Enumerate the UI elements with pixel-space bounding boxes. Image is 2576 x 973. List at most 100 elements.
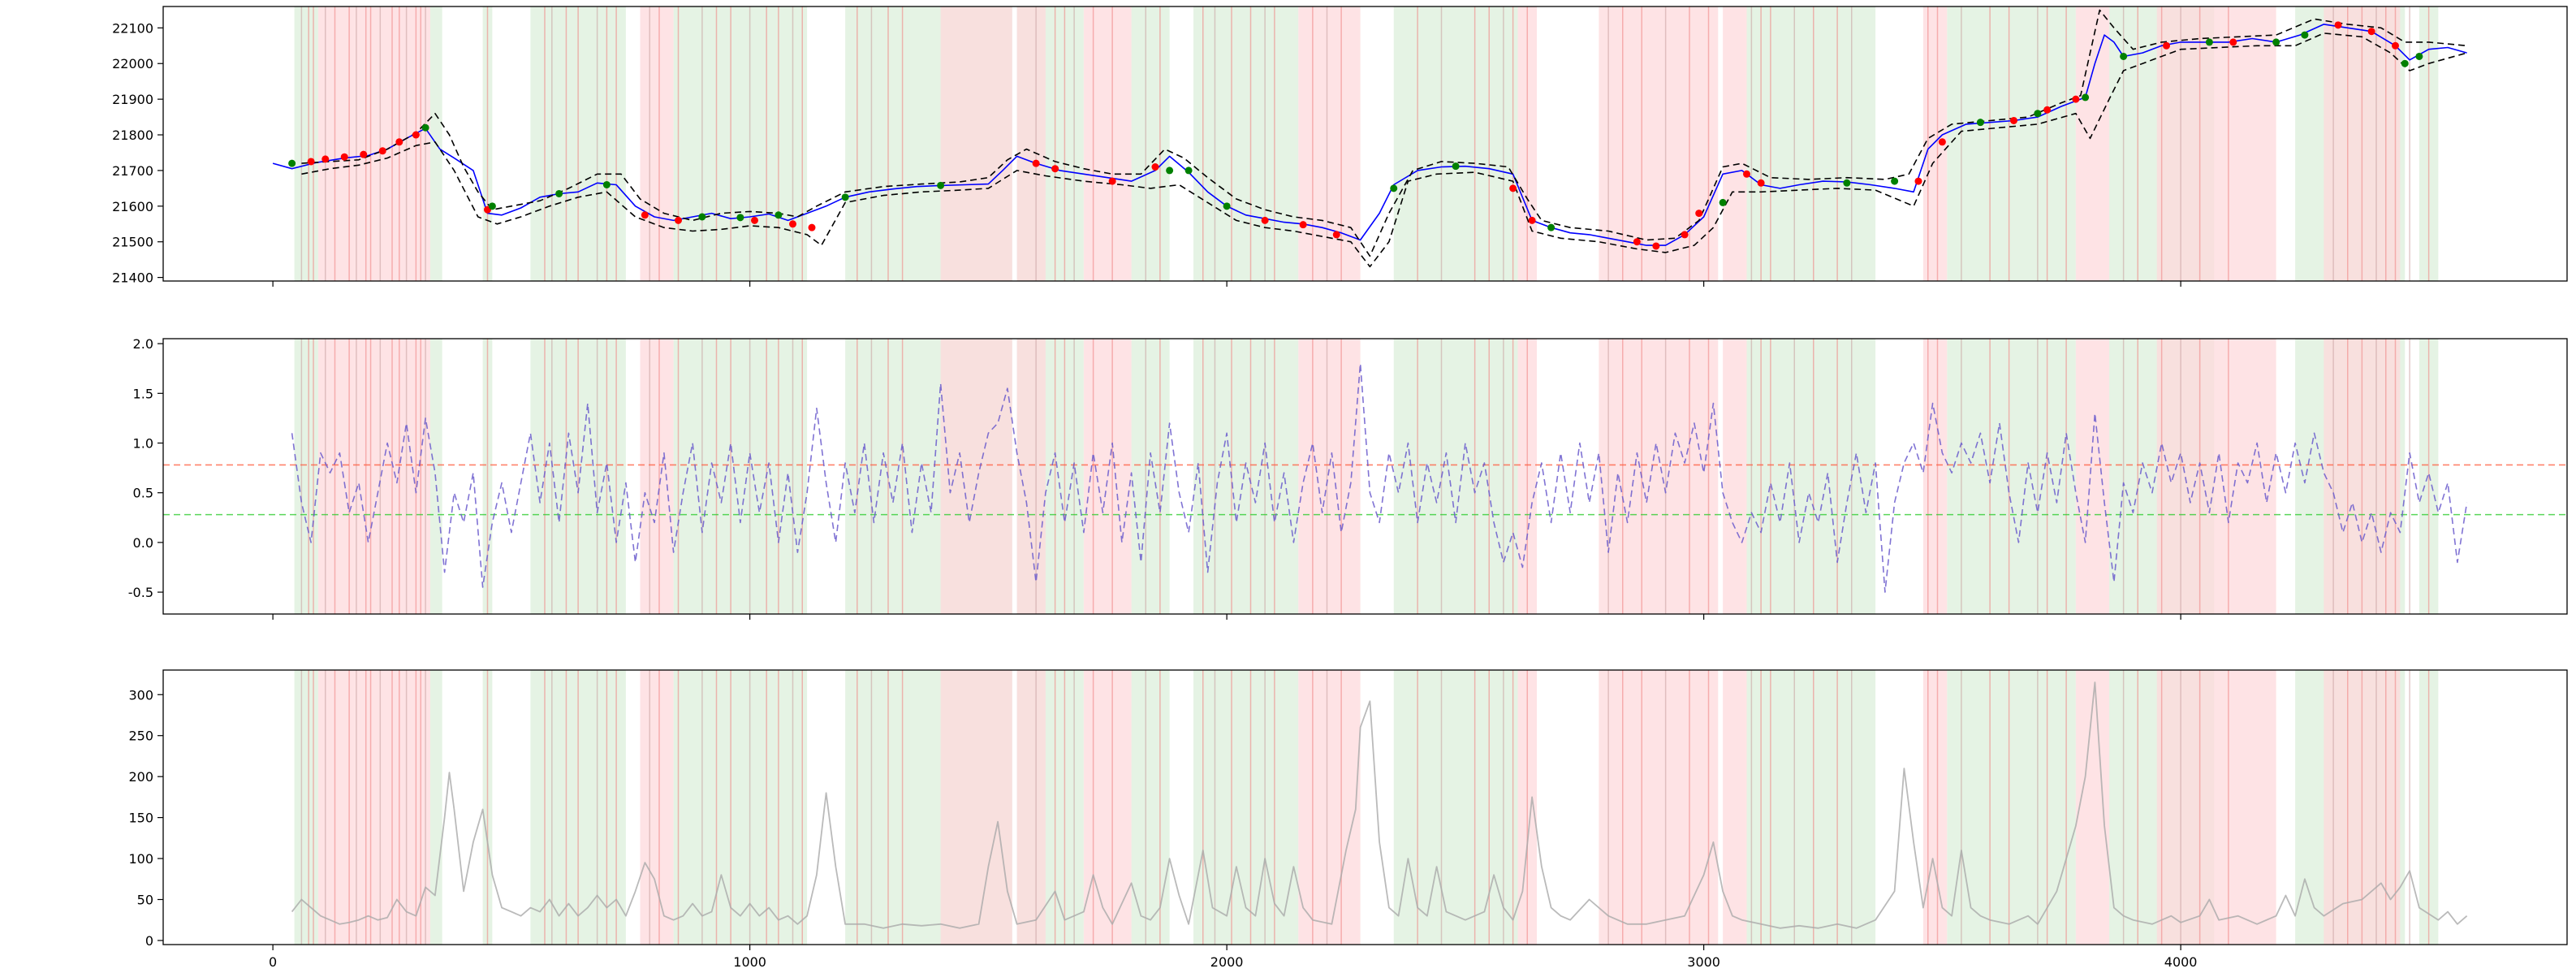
series-marker: [1509, 184, 1517, 192]
series-marker: [2163, 41, 2170, 50]
series-marker: [1332, 231, 1340, 239]
series-marker: [2229, 38, 2237, 46]
y-tick-label: 1.0: [133, 436, 153, 452]
y-tick-label: 21400: [112, 270, 153, 286]
series-marker: [2082, 93, 2090, 102]
series-marker: [1151, 163, 1159, 171]
series-marker: [698, 213, 706, 221]
series-marker: [1695, 210, 1703, 218]
x-tick-label: 1000: [733, 954, 766, 970]
band-red: [640, 339, 674, 614]
series-marker: [2043, 106, 2052, 114]
series-marker: [2010, 116, 2017, 124]
y-tick-label: 0.0: [133, 535, 153, 551]
band-green: [294, 6, 318, 281]
x-tick-label: 0: [269, 954, 277, 970]
series-marker: [1757, 179, 1765, 187]
band-green: [1131, 339, 1170, 614]
series-marker: [1261, 216, 1269, 224]
band-red: [1922, 670, 1948, 945]
series-marker: [1652, 242, 1660, 250]
band-red: [2156, 6, 2276, 281]
band-red: [940, 339, 1012, 614]
band-red: [2156, 339, 2276, 614]
axes-frame: [162, 6, 2568, 282]
y-tick-label: 21500: [112, 235, 153, 250]
series-marker: [675, 216, 682, 224]
band-red: [317, 339, 430, 614]
series-marker: [2205, 38, 2213, 46]
series-marker: [808, 223, 816, 231]
series-marker: [288, 159, 296, 167]
band-green: [1746, 339, 1876, 614]
series-marker: [1051, 165, 1059, 173]
series-marker: [789, 220, 796, 228]
x-tick-label: 3000: [1687, 954, 1720, 970]
y-tick-label: -0.5: [128, 585, 153, 600]
plot-area: [291, 670, 2468, 945]
band-green: [430, 670, 442, 945]
band-red: [1599, 6, 1719, 281]
panel-oscillator: -0.5 0.0 0.5 1.0 1.5 2.0: [128, 336, 2568, 620]
series-marker: [641, 211, 649, 219]
x-tick-label: 4000: [2164, 954, 2198, 970]
y-tick-label: 21900: [112, 92, 153, 107]
series-marker: [1719, 198, 1727, 206]
y-tick-label: 21800: [112, 128, 153, 143]
band-green: [673, 670, 808, 945]
y-tick-label: 21600: [112, 199, 153, 214]
y-tick-label: 300: [128, 687, 153, 703]
axes-frame: [162, 338, 2568, 615]
y-tick-label: 21700: [112, 163, 153, 179]
band-green: [1947, 6, 2076, 281]
band-green: [1947, 670, 2076, 945]
band-red: [1298, 670, 1361, 945]
band-red: [1298, 339, 1361, 614]
band-red: [317, 6, 430, 281]
y-tick-label: 22100: [112, 20, 153, 36]
series-marker: [1633, 238, 1641, 246]
y-tick-label: 50: [137, 893, 153, 908]
series-marker: [937, 181, 945, 189]
series-marker: [1914, 177, 1922, 185]
band-red: [2075, 6, 2109, 281]
series-marker: [751, 216, 758, 224]
series-marker: [1843, 179, 1851, 187]
series-marker: [2367, 28, 2375, 36]
y-tick-label: 0.5: [133, 486, 153, 501]
y-tick-label: 250: [128, 729, 153, 744]
series-marker: [1938, 138, 1946, 146]
y-tick-label: 200: [128, 769, 153, 785]
band-red: [1298, 6, 1361, 281]
y-tick-label: 1.5: [133, 386, 153, 401]
band-green: [1131, 670, 1170, 945]
series-marker: [360, 150, 368, 158]
band-red: [940, 670, 1012, 945]
panels: 21400 21500 21600 21700 21800 21900 22000 22100…: [112, 6, 2568, 970]
band-green: [673, 6, 808, 281]
series-marker: [307, 158, 315, 166]
band-green: [1746, 6, 1876, 281]
series-line: [272, 24, 2467, 246]
band-red: [1599, 670, 1719, 945]
band-red: [1083, 670, 1132, 945]
band-red: [1723, 6, 1747, 281]
band-red: [1016, 339, 1046, 614]
series-marker: [340, 153, 348, 161]
series-marker: [2120, 52, 2128, 60]
band-red: [640, 670, 674, 945]
series-marker: [395, 138, 403, 146]
band-green: [1393, 6, 1518, 281]
series-marker: [321, 155, 330, 163]
band-red: [1922, 339, 1948, 614]
band-red: [317, 670, 430, 945]
x-tick-label: 2000: [1210, 954, 1244, 970]
plot-area: [272, 6, 2467, 281]
series-marker: [1166, 166, 1174, 175]
series-marker: [1528, 216, 1536, 224]
series-marker: [2401, 59, 2409, 67]
series-marker: [2392, 41, 2399, 50]
series-marker: [1108, 177, 1116, 185]
